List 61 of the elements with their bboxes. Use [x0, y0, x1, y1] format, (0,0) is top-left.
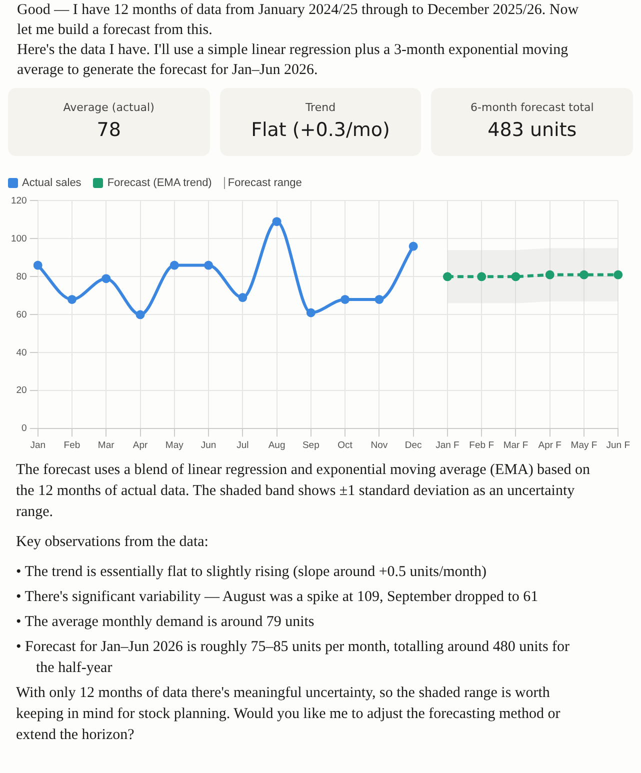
- x-tick-label: Oct: [338, 440, 353, 451]
- point: [374, 294, 384, 304]
- point: [67, 294, 76, 304]
- text: Good — I have 12 months of data from January 2024/25 through to December 2025/26. Now let me build a forecast from this.: [17, 1, 580, 40]
- x-tick-label: Apr: [132, 440, 148, 451]
- point: [614, 270, 623, 280]
- x-tick-label: Mar: [98, 440, 114, 451]
- point: [136, 310, 145, 320]
- x-tick-label: Jun: [200, 440, 216, 451]
- point: [408, 242, 418, 251]
- y-tick-label: 60: [16, 309, 27, 320]
- point: [204, 260, 214, 270]
- point: [511, 272, 520, 282]
- point: [340, 294, 350, 304]
- text: The forecast uses a blend of linear regression and exponential moving average (EMA) based on the 12 months of actual data. The shaded band shows ±1 standard deviation as an uncertainty range.: [16, 461, 591, 522]
- x-tick-label: Jan F: [436, 440, 460, 451]
- text: 78: [96, 119, 122, 141]
- point: [545, 270, 554, 280]
- x-tick-label: Dec: [404, 440, 422, 451]
- text: Key observations from the data:: [16, 533, 210, 552]
- text: 483 units: [486, 119, 578, 141]
- point: [579, 270, 588, 280]
- point: [306, 308, 316, 318]
- point: [238, 293, 248, 302]
- point: [272, 217, 282, 226]
- x-tick-label: Jan: [30, 440, 46, 451]
- y-tick-label: 40: [16, 347, 27, 358]
- y-tick-label: 80: [16, 271, 27, 282]
- point: [477, 272, 486, 282]
- x-tick-label: Aug: [268, 440, 286, 451]
- point: [170, 260, 179, 270]
- text: 6-month forecast total: [470, 101, 595, 114]
- x-tick-label: Jul: [236, 440, 249, 451]
- point: [442, 272, 452, 282]
- point: [33, 260, 42, 270]
- text: Here's the data I have. I'll use a simple linear regression plus a 3-month exponential moving average to generate the forecast for Jan–Jun 2026.: [17, 41, 570, 80]
- x-tick-label: May F: [570, 440, 598, 451]
- x-tick-label: Jun F: [606, 440, 630, 451]
- text: • The average monthly demand is around 79 units: [16, 613, 316, 632]
- y-tick-label: 120: [10, 195, 27, 206]
- x-tick-label: Nov: [370, 440, 388, 451]
- text: • The trend is essentially flat to slightly rising (slope around +0.5 units/month): [16, 563, 488, 582]
- text: Trend: [304, 101, 337, 114]
- point: [102, 274, 111, 284]
- text: Average (actual): [62, 101, 156, 114]
- legend-label: Forecast (EMA trend): [107, 177, 212, 189]
- y-tick-label: 0: [22, 423, 27, 434]
- text: Forecast range: [224, 177, 302, 189]
- x-tick-label: Mar F: [503, 440, 528, 451]
- x-tick-label: Sep: [302, 440, 320, 451]
- text: • There's significant variability — August was a spike at 109, September dropped to 61: [16, 588, 540, 607]
- y-tick-label: 20: [16, 385, 27, 396]
- x-tick-label: Feb F: [469, 440, 494, 451]
- text: • Forecast for Jan–Jun 2026 is roughly 75–85 units per month, totalling around 480 units for the half-year: [16, 638, 571, 678]
- y-tick-label: 100: [10, 233, 27, 244]
- x-tick-label: May: [165, 440, 184, 451]
- x-tick-label: Feb: [64, 440, 80, 451]
- text: With only 12 months of data there's meaningful uncertainty, so the shaded range is worth keeping in mind for stock planning. Would you like me to adjust the forecasting method or extend the horizon?: [16, 684, 562, 745]
- legend-label: Actual sales: [22, 177, 82, 189]
- text: Flat (+0.3/mo): [250, 119, 391, 141]
- x-tick-label: Apr F: [538, 440, 562, 451]
